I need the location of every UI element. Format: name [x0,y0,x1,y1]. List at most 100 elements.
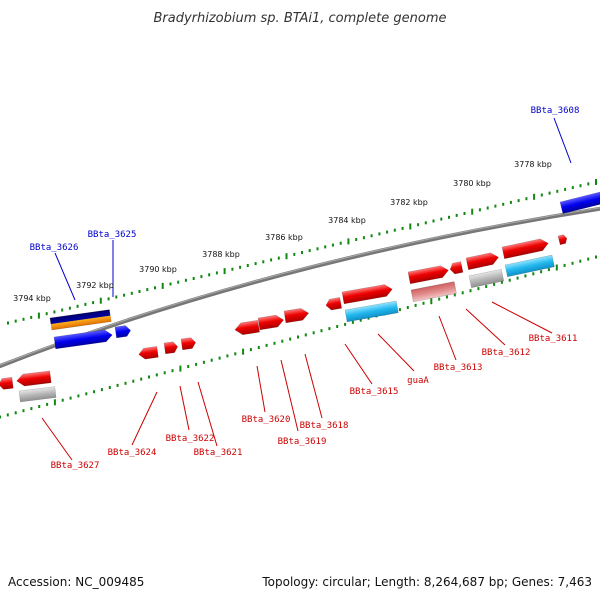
outer-scale-minor-tick [107,297,110,301]
outer-scale-major-tick [223,268,226,275]
inner-scale-minor-tick [359,318,362,322]
inner-scale-major-tick [242,348,245,355]
outer-scale-minor-tick [270,258,273,262]
outer-scale-minor-tick [432,219,435,223]
inner-scale-minor-tick [547,268,550,272]
gene-label-BBta_3621: BBta_3621 [194,448,243,458]
outer-scale-minor-tick [362,236,365,240]
outer-scale-minor-tick [45,312,48,316]
outer-scale-minor-tick [7,321,9,325]
scale-label: 3784 kbp [328,216,366,225]
inner-scale-minor-tick [234,352,237,356]
inner-scale-minor-tick [540,270,543,274]
outer-scale-minor-tick [393,228,396,232]
gene-label-BBta_3625: BBta_3625 [88,230,137,240]
inner-scale-minor-tick [6,413,9,417]
outer-scale-major-tick [409,223,412,230]
inner-scale-minor-tick [14,411,17,415]
outer-scale-minor-tick [301,251,303,254]
outer-scale-minor-tick [463,212,466,215]
forward-gene [341,284,393,305]
feature-bar [49,309,111,325]
outer-scale-minor-tick [68,306,71,310]
inner-scale-minor-tick [281,339,284,343]
inner-scale-minor-tick [453,293,456,297]
inner-scale-minor-tick [140,377,143,381]
label-leader-line [344,343,373,385]
outer-scale-minor-tick [331,243,334,247]
outer-scale-minor-tick [448,215,450,219]
inner-scale-minor-tick [532,272,535,276]
outer-scale-minor-tick [502,202,505,206]
inner-scale-minor-tick [461,291,464,295]
outer-scale-minor-tick [370,234,373,238]
outer-scale-minor-tick [53,310,56,314]
gene-label-BBta_3622: BBta_3622 [166,434,215,444]
inner-scale-minor-tick [320,329,323,333]
inner-scale-major-tick [555,264,558,271]
gene-label-BBta_3624: BBta_3624 [108,448,157,458]
label-leader-line [256,365,266,413]
inner-scale-minor-tick [93,390,96,394]
outer-scale-minor-tick [548,191,551,195]
outer-scale-minor-tick [192,277,195,280]
forward-gene [180,337,196,351]
reverse-gene [16,370,52,387]
outer-scale-minor-tick [455,213,458,217]
outer-scale-minor-tick [138,290,141,293]
inner-scale-minor-tick [414,303,417,307]
inner-scale-minor-tick [171,369,174,373]
outer-scale-minor-tick [92,301,95,305]
feature-box [504,254,555,278]
inner-scale-minor-tick [265,343,268,347]
inner-scale-minor-tick [108,386,111,389]
outer-scale-minor-tick [84,302,87,306]
reverse-gene [53,329,113,350]
inner-scale-minor-tick [571,261,574,265]
outer-scale-minor-tick [378,232,381,236]
label-leader-line [377,333,415,372]
outer-scale-minor-tick [417,223,420,227]
inner-scale-minor-tick [398,308,401,312]
label-leader-line [54,252,76,301]
outer-scale-minor-tick [540,193,543,197]
label-leader-line [280,359,299,432]
outer-scale-minor-tick [486,206,489,210]
outer-scale-minor-tick [587,182,590,186]
inner-scale-minor-tick [563,263,566,267]
map-title: Bradyrhizobium sp. BTAi1, complete genom… [153,11,446,26]
outer-scale-minor-tick [579,184,582,188]
forward-gene [465,252,499,271]
outer-scale-minor-tick [324,245,327,249]
inner-scale-minor-tick [163,371,166,375]
inner-scale-major-tick [53,399,56,406]
label-leader-line [131,391,158,446]
outer-scale-major-tick [37,312,40,319]
outer-scale-minor-tick [308,249,311,253]
gene-label-BBta_3627: BBta_3627 [51,461,100,471]
forward-gene [283,308,310,324]
inner-scale-minor-tick [46,402,49,406]
gene-label-BBta_3615: BBta_3615 [350,387,399,397]
outer-scale-minor-tick [564,187,567,191]
outer-scale-minor-tick [293,252,296,256]
outer-scale-major-tick [595,179,597,185]
gene-label-BBta_3620: BBta_3620 [242,415,291,425]
inner-scale-minor-tick [257,346,260,349]
forward-gene [163,341,178,355]
outer-scale-minor-tick [571,186,574,190]
inner-scale-minor-tick [22,409,25,413]
inner-scale-minor-tick [124,381,127,385]
forward-gene [557,234,568,246]
outer-scale-minor-tick [22,317,25,321]
inner-scale-major-tick [179,365,182,372]
outer-scale-minor-tick [184,278,187,282]
gene-label-BBta_3613: BBta_3613 [434,363,483,373]
outer-scale-minor-tick [123,293,126,297]
label-leader-line [197,381,218,447]
reverse-gene [0,377,14,390]
inner-scale-minor-tick [438,297,441,301]
inner-scale-minor-tick [477,287,480,291]
